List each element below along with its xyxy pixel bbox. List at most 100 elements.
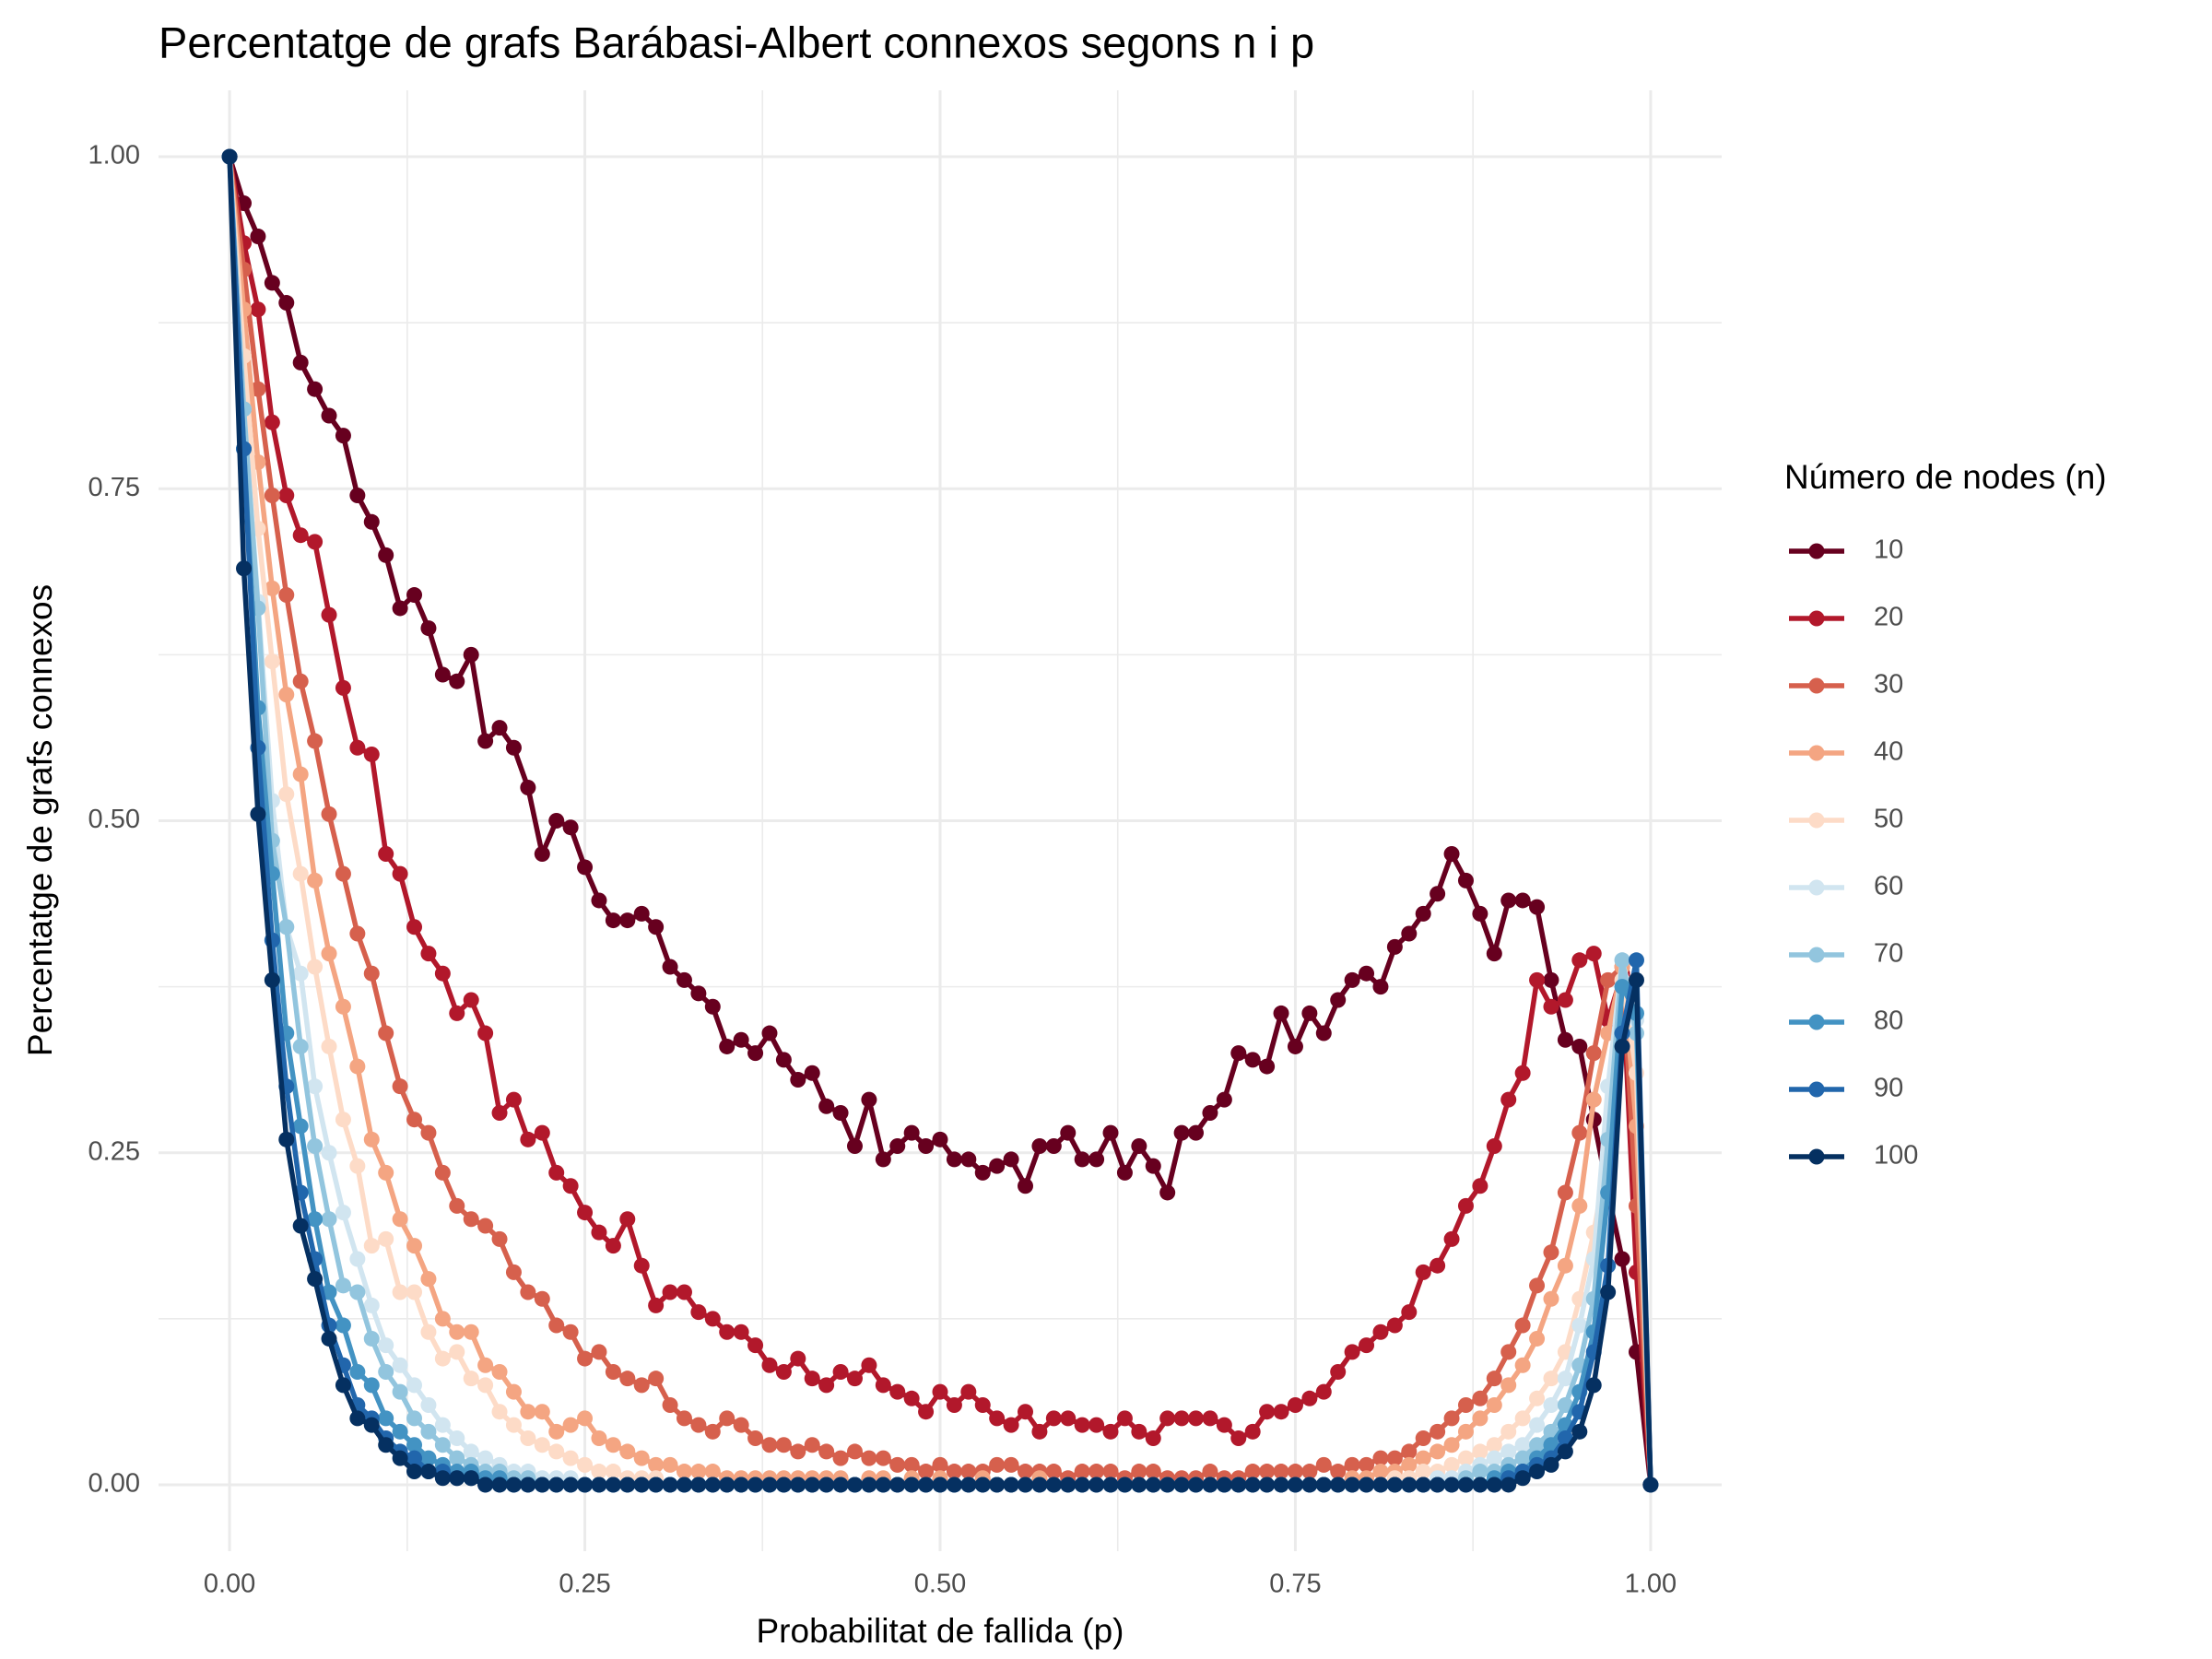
data-point: [1216, 1091, 1232, 1108]
data-point: [804, 1477, 820, 1493]
data-point: [548, 1164, 565, 1181]
data-point: [406, 1437, 423, 1453]
data-point: [505, 1417, 522, 1433]
data-point: [1116, 1410, 1133, 1427]
data-point: [1472, 1464, 1488, 1480]
data-point: [932, 1477, 948, 1493]
data-point: [605, 912, 621, 929]
data-point: [335, 1377, 351, 1394]
data-point: [761, 1437, 778, 1453]
data-point: [534, 846, 550, 863]
data-point: [278, 687, 295, 703]
data-point: [392, 1450, 408, 1466]
data-point: [918, 1138, 935, 1155]
data-point: [349, 1410, 366, 1427]
data-point: [1344, 1344, 1360, 1360]
data-point: [1159, 1477, 1176, 1493]
data-point: [292, 1218, 309, 1234]
data-point: [1244, 1477, 1261, 1493]
data-point: [1585, 946, 1602, 962]
data-point: [449, 1470, 465, 1487]
data-point: [1472, 1390, 1488, 1406]
data-point: [1344, 971, 1360, 988]
data-point: [1457, 872, 1474, 888]
data-point: [918, 1404, 935, 1420]
data-point: [1557, 1397, 1573, 1413]
data-point: [1571, 1317, 1588, 1334]
data-point: [619, 912, 636, 929]
data-point: [648, 1477, 665, 1493]
data-point: [676, 1477, 692, 1493]
data-point: [1074, 1151, 1090, 1168]
data-point: [406, 919, 423, 935]
data-point: [1571, 1124, 1588, 1141]
data-point: [1102, 1124, 1119, 1141]
data-point: [1287, 1477, 1303, 1493]
data-point: [1415, 1264, 1431, 1280]
data-point: [534, 1124, 550, 1141]
data-point: [1529, 1390, 1546, 1406]
data-point: [633, 905, 650, 922]
data-point: [307, 872, 324, 888]
data-point: [1443, 1456, 1460, 1473]
data-point: [349, 1158, 366, 1174]
data-point: [946, 1397, 962, 1413]
data-point: [321, 1211, 337, 1228]
data-point: [832, 1450, 849, 1466]
data-point: [790, 1071, 806, 1088]
data-point: [1514, 1437, 1531, 1453]
data-point: [1557, 1371, 1573, 1387]
data-point: [1472, 1443, 1488, 1460]
data-point: [889, 1383, 906, 1400]
data-point: [577, 1350, 594, 1367]
data-point: [392, 1284, 408, 1300]
data-point: [278, 487, 295, 503]
data-point: [690, 1477, 707, 1493]
data-point: [264, 580, 280, 596]
data-point: [932, 1456, 948, 1473]
data-point: [520, 1430, 536, 1447]
legend-key-point: [1808, 677, 1825, 694]
data-point: [1102, 1423, 1119, 1440]
data-point: [1344, 1456, 1360, 1473]
data-point: [1116, 1164, 1133, 1181]
y-tick-label: 0.50: [88, 805, 140, 834]
data-point: [690, 1417, 707, 1433]
data-point: [491, 720, 508, 736]
data-point: [1472, 1410, 1488, 1427]
data-point: [605, 1437, 621, 1453]
x-tick-label: 1.00: [1625, 1570, 1677, 1599]
data-point: [1514, 1410, 1531, 1427]
data-point: [562, 1324, 579, 1340]
data-point: [903, 1456, 920, 1473]
y-tick-label: 0.75: [88, 473, 140, 502]
data-point: [790, 1477, 806, 1493]
data-point: [1003, 1417, 1019, 1433]
data-point: [747, 1477, 764, 1493]
data-point: [577, 1410, 594, 1427]
legend-label: 80: [1874, 1006, 1903, 1036]
data-point: [392, 865, 408, 882]
data-point: [1145, 1464, 1161, 1480]
data-point: [1372, 979, 1389, 995]
data-point: [449, 1324, 465, 1340]
data-point: [520, 1284, 536, 1300]
data-point: [292, 766, 309, 782]
data-point: [1031, 1423, 1048, 1440]
data-point: [463, 1470, 479, 1487]
data-point: [676, 1464, 692, 1480]
y-tick-label: 0.25: [88, 1136, 140, 1166]
data-point: [846, 1443, 863, 1460]
data-point: [307, 1271, 324, 1288]
data-point: [420, 1271, 437, 1288]
data-point: [1045, 1410, 1062, 1427]
data-point: [946, 1477, 962, 1493]
data-point: [1216, 1417, 1232, 1433]
data-point: [1301, 1477, 1318, 1493]
data-point: [591, 1344, 607, 1360]
data-point: [307, 1211, 324, 1228]
data-point: [1472, 1178, 1488, 1194]
data-point: [790, 1443, 806, 1460]
data-point: [335, 1112, 351, 1128]
data-point: [1571, 1038, 1588, 1054]
